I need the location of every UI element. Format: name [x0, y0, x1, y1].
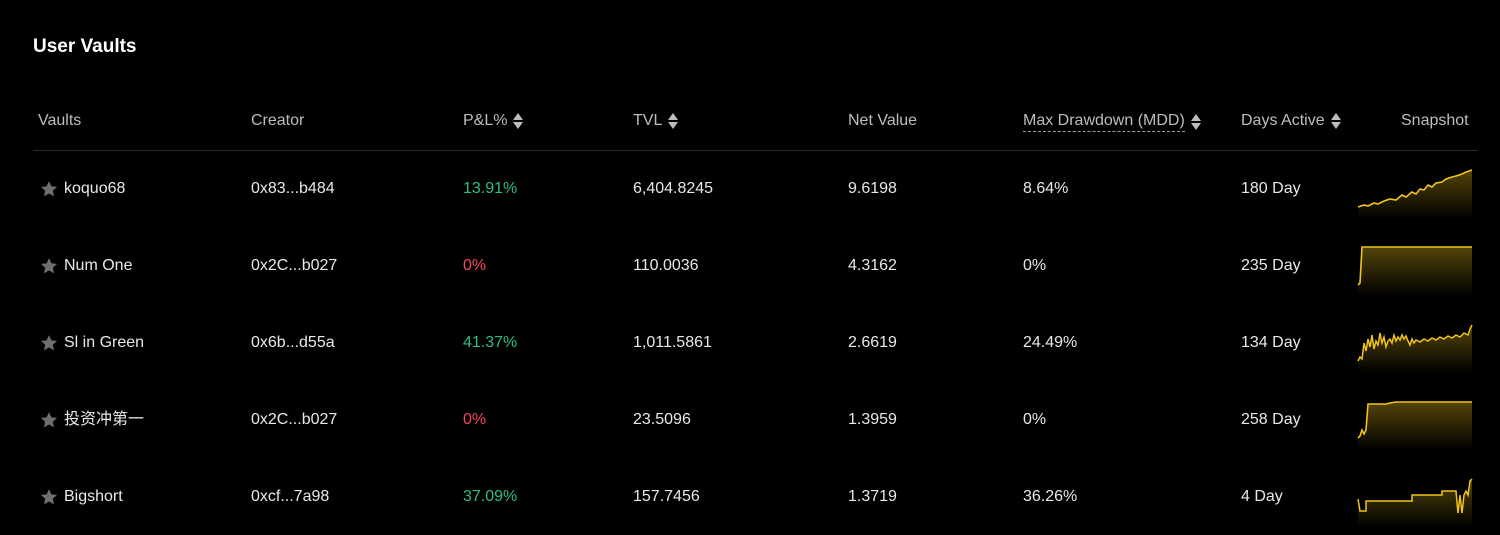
star-icon[interactable]	[39, 487, 59, 507]
net-value: 4.3162	[848, 257, 897, 274]
days-active-value: 4 Day	[1241, 488, 1283, 505]
sort-icon[interactable]	[1190, 113, 1201, 131]
mdd-value: 0%	[1023, 411, 1047, 428]
table-row[interactable]: Num One 0x2C...b027 0% 110.0036 4.3162 0…	[0, 236, 1500, 296]
pnl-value: 41.37%	[463, 334, 518, 351]
column-header-creator: Creator	[251, 112, 304, 130]
mdd-value: 36.26%	[1023, 488, 1078, 505]
column-label: TVL	[633, 112, 663, 129]
creator-address[interactable]: 0x2C...b027	[251, 411, 338, 428]
mdd-value: 8.64%	[1023, 180, 1069, 197]
column-label[interactable]: Max Drawdown (MDD)	[1023, 112, 1185, 132]
sort-icon[interactable]	[668, 112, 679, 130]
vault-name[interactable]: Bigshort	[64, 488, 123, 505]
vault-name[interactable]: Num One	[64, 257, 133, 274]
column-label: Vaults	[38, 112, 82, 129]
sort-icon[interactable]	[1330, 112, 1341, 130]
column-header-days-active[interactable]: Days Active	[1241, 112, 1341, 130]
creator-address[interactable]: 0x6b...d55a	[251, 334, 335, 351]
column-label: Days Active	[1241, 112, 1325, 129]
days-active-value: 258 Day	[1241, 411, 1301, 428]
tvl-value: 157.7456	[633, 488, 700, 505]
table-row[interactable]: Bigshort 0xcf...7a98 37.09% 157.7456 1.3…	[0, 467, 1500, 527]
tvl-value: 6,404.8245	[633, 180, 714, 197]
snapshot-sparkline	[1357, 324, 1473, 373]
column-header-pnl[interactable]: P&L%	[463, 112, 524, 130]
snapshot-sparkline	[1357, 401, 1472, 450]
table-row[interactable]: koquo68 0x83...b484 13.91% 6,404.8245 9.…	[0, 159, 1500, 219]
table-row[interactable]: Sl in Green 0x6b...d55a 41.37% 1,011.586…	[0, 313, 1500, 373]
net-value: 1.3719	[848, 488, 897, 505]
net-value: 2.6619	[848, 334, 897, 351]
star-icon[interactable]	[39, 256, 59, 276]
sort-icon[interactable]	[513, 112, 524, 130]
section-title: User Vaults	[33, 36, 137, 57]
snapshot-sparkline	[1357, 478, 1473, 527]
vault-name[interactable]: koquo68	[64, 180, 126, 197]
table-row[interactable]: 投资冲第一 0x2C...b027 0% 23.5096 1.3959 0% 2…	[0, 390, 1500, 450]
mdd-value: 24.49%	[1023, 334, 1078, 351]
snapshot-sparkline	[1357, 246, 1472, 296]
creator-address[interactable]: 0x2C...b027	[251, 257, 338, 274]
days-active-value: 134 Day	[1241, 334, 1301, 351]
tvl-value: 23.5096	[633, 411, 691, 428]
vault-name[interactable]: 投资冲第一	[64, 411, 145, 428]
column-label: Net Value	[848, 112, 918, 129]
star-icon[interactable]	[39, 333, 59, 353]
mdd-value: 0%	[1023, 257, 1047, 274]
days-active-value: 180 Day	[1241, 180, 1301, 197]
column-header-net-value: Net Value	[848, 112, 917, 130]
creator-address[interactable]: 0x83...b484	[251, 180, 335, 197]
star-icon[interactable]	[39, 179, 59, 199]
tvl-value: 110.0036	[633, 257, 699, 274]
creator-address[interactable]: 0xcf...7a98	[251, 488, 330, 505]
column-header-snapshot: Snapshot	[1401, 112, 1469, 130]
column-header-tvl[interactable]: TVL	[633, 112, 679, 130]
column-label: Snapshot	[1401, 112, 1469, 129]
pnl-value: 13.91%	[463, 180, 518, 197]
column-label: P&L%	[463, 112, 508, 129]
net-value: 9.6198	[848, 180, 897, 197]
column-header-mdd[interactable]: Max Drawdown (MDD)	[1023, 112, 1201, 132]
star-icon[interactable]	[39, 410, 59, 430]
header-divider	[33, 150, 1478, 151]
column-label: Creator	[251, 112, 305, 129]
tvl-value: 1,011.5861	[633, 334, 712, 351]
table-header: Vaults Creator P&L% TVL Net Value Max Dr…	[0, 104, 1500, 140]
pnl-value: 37.09%	[463, 488, 518, 505]
pnl-value: 0%	[463, 411, 487, 428]
net-value: 1.3959	[848, 411, 897, 428]
vault-name[interactable]: Sl in Green	[64, 334, 145, 351]
days-active-value: 235 Day	[1241, 257, 1301, 274]
pnl-value: 0%	[463, 257, 487, 274]
column-header-vaults: Vaults	[38, 112, 81, 130]
snapshot-sparkline	[1357, 169, 1473, 219]
